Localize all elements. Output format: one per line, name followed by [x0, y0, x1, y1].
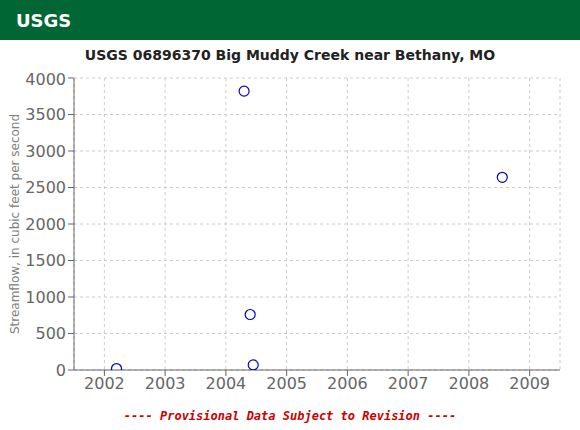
svg-text:1000: 1000	[25, 288, 66, 307]
html-text:---- Provisional Data Subject: ---- Provisional Data Subject to Revisio…	[123, 409, 457, 423]
svg-text:2009: 2009	[509, 374, 550, 393]
svg-text:3000: 3000	[25, 142, 66, 161]
svg-text:2000: 2000	[25, 215, 66, 234]
svg-text:1500: 1500	[25, 251, 66, 270]
svg-text:2002: 2002	[84, 374, 125, 393]
svg-text:500: 500	[35, 324, 66, 343]
svg-text:2008: 2008	[449, 374, 490, 393]
svg-text:4000: 4000	[25, 70, 66, 89]
html-text:USGS: USGS	[16, 9, 72, 31]
svg-text:2500: 2500	[25, 178, 66, 197]
svg-text:3500: 3500	[25, 105, 66, 124]
svg-text:Streamflow, in cubic feet per: Streamflow, in cubic feet per second	[8, 114, 22, 334]
svg-text:2003: 2003	[145, 374, 186, 393]
html-text:USGS 06896370 Big Muddy Creek: USGS 06896370 Big Muddy Creek near Betha…	[84, 47, 496, 63]
svg-text:2007: 2007	[388, 374, 429, 393]
svg-text:0: 0	[56, 361, 66, 380]
svg-text:2005: 2005	[266, 374, 307, 393]
svg-text:2004: 2004	[206, 374, 247, 393]
svg-text:2006: 2006	[327, 374, 368, 393]
